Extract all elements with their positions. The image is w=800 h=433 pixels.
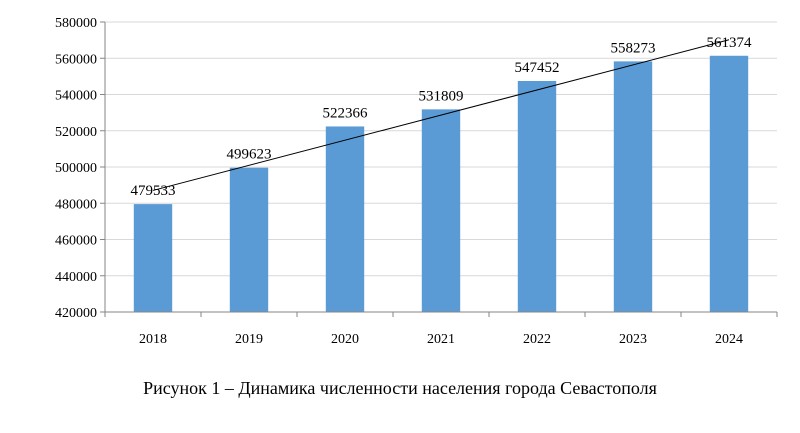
bar-2021 xyxy=(421,109,461,312)
data-label-2023: 558273 xyxy=(611,40,656,56)
figure-caption: Рисунок 1 – Динамика численности населен… xyxy=(143,378,657,398)
y-tick-label: 420000 xyxy=(55,306,97,321)
x-tick-label: 2020 xyxy=(331,332,359,347)
x-tick-label: 2023 xyxy=(619,332,647,347)
y-tick-label: 580000 xyxy=(55,16,97,31)
y-tick-label: 560000 xyxy=(55,52,97,67)
data-label-2020: 522366 xyxy=(323,105,369,121)
trendline xyxy=(152,39,730,191)
bars xyxy=(133,55,749,313)
x-tick-label: 2018 xyxy=(139,332,167,347)
y-tick-label: 460000 xyxy=(55,234,97,249)
x-tick-label: 2021 xyxy=(427,332,455,347)
data-labels: 479533 499623 522366 531809 547452 558273 5613… xyxy=(131,35,753,199)
bar-2020 xyxy=(325,126,365,312)
bar-2019 xyxy=(229,167,269,312)
y-axis-ticks: 420000 440000 460000 480000 500000 520000 5400… xyxy=(55,16,105,321)
data-label-2018: 479533 xyxy=(131,183,176,199)
population-bar-chart: 420000 440000 460000 480000 500000 520000 5400… xyxy=(55,16,778,347)
x-tick-label: 2022 xyxy=(523,332,551,347)
data-label-2021: 531809 xyxy=(419,88,464,104)
bar-2022 xyxy=(517,80,557,312)
linear-trendline xyxy=(152,39,730,191)
y-tick-label: 440000 xyxy=(55,270,97,285)
x-tick-label: 2024 xyxy=(715,332,743,347)
data-label-2019: 499623 xyxy=(227,147,272,163)
x-tick-label: 2019 xyxy=(235,332,263,347)
x-axis-ticks: 2018 2019 2020 2021 2022 2023 2024 xyxy=(104,312,778,347)
axes xyxy=(104,22,777,313)
y-tick-label: 520000 xyxy=(55,125,97,140)
data-label-2024: 561374 xyxy=(707,35,753,51)
bar-2024 xyxy=(709,55,749,313)
y-tick-label: 480000 xyxy=(55,197,97,212)
data-label-2022: 547452 xyxy=(515,60,560,76)
y-tick-label: 500000 xyxy=(55,161,97,176)
y-tick-label: 540000 xyxy=(55,89,97,104)
bar-2023 xyxy=(613,61,653,312)
bar-2018 xyxy=(133,204,173,312)
